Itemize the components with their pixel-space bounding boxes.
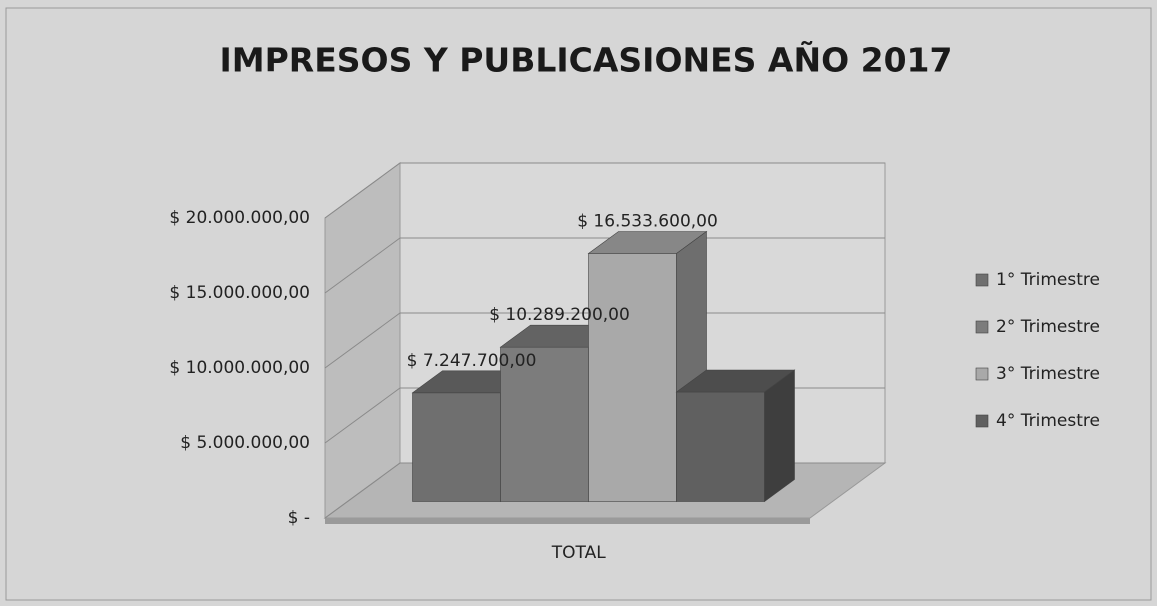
y-tick-label: $ -	[288, 508, 310, 528]
legend-swatch	[975, 320, 989, 334]
bar-front	[676, 391, 765, 502]
grid-line	[324, 237, 885, 294]
data-label: $ 7.247.700,00	[407, 351, 537, 371]
x-tick-label: TOTAL	[551, 543, 606, 563]
legend-swatch	[975, 367, 989, 381]
legend-label: 1° Trimestre	[996, 270, 1100, 290]
legend-label: 2° Trimestre	[996, 317, 1100, 337]
chart-border	[5, 7, 1152, 601]
bar-side	[764, 369, 795, 503]
bar-front	[500, 346, 589, 502]
chart-title: IMPRESOS Y PUBLICASIONES AÑO 2017	[220, 40, 953, 80]
legend-label: 4° Trimestre	[996, 411, 1100, 431]
data-label: $ 10.289.200,00	[489, 305, 630, 325]
legend-swatch	[975, 414, 989, 428]
y-tick-label: $ 5.000.000,00	[180, 433, 310, 453]
legend-swatch	[975, 273, 989, 287]
data-label: $ 16.533.600,00	[577, 211, 718, 231]
bar-front	[412, 392, 501, 502]
grid-line	[324, 162, 885, 219]
legend-label: 3° Trimestre	[996, 364, 1100, 384]
y-tick-label: $ 10.000.000,00	[169, 358, 310, 378]
y-tick-label: $ 20.000.000,00	[169, 208, 310, 228]
grid-line	[324, 312, 885, 369]
floor-edge	[325, 518, 810, 524]
y-tick-label: $ 15.000.000,00	[169, 283, 310, 303]
bar-front	[588, 253, 677, 502]
